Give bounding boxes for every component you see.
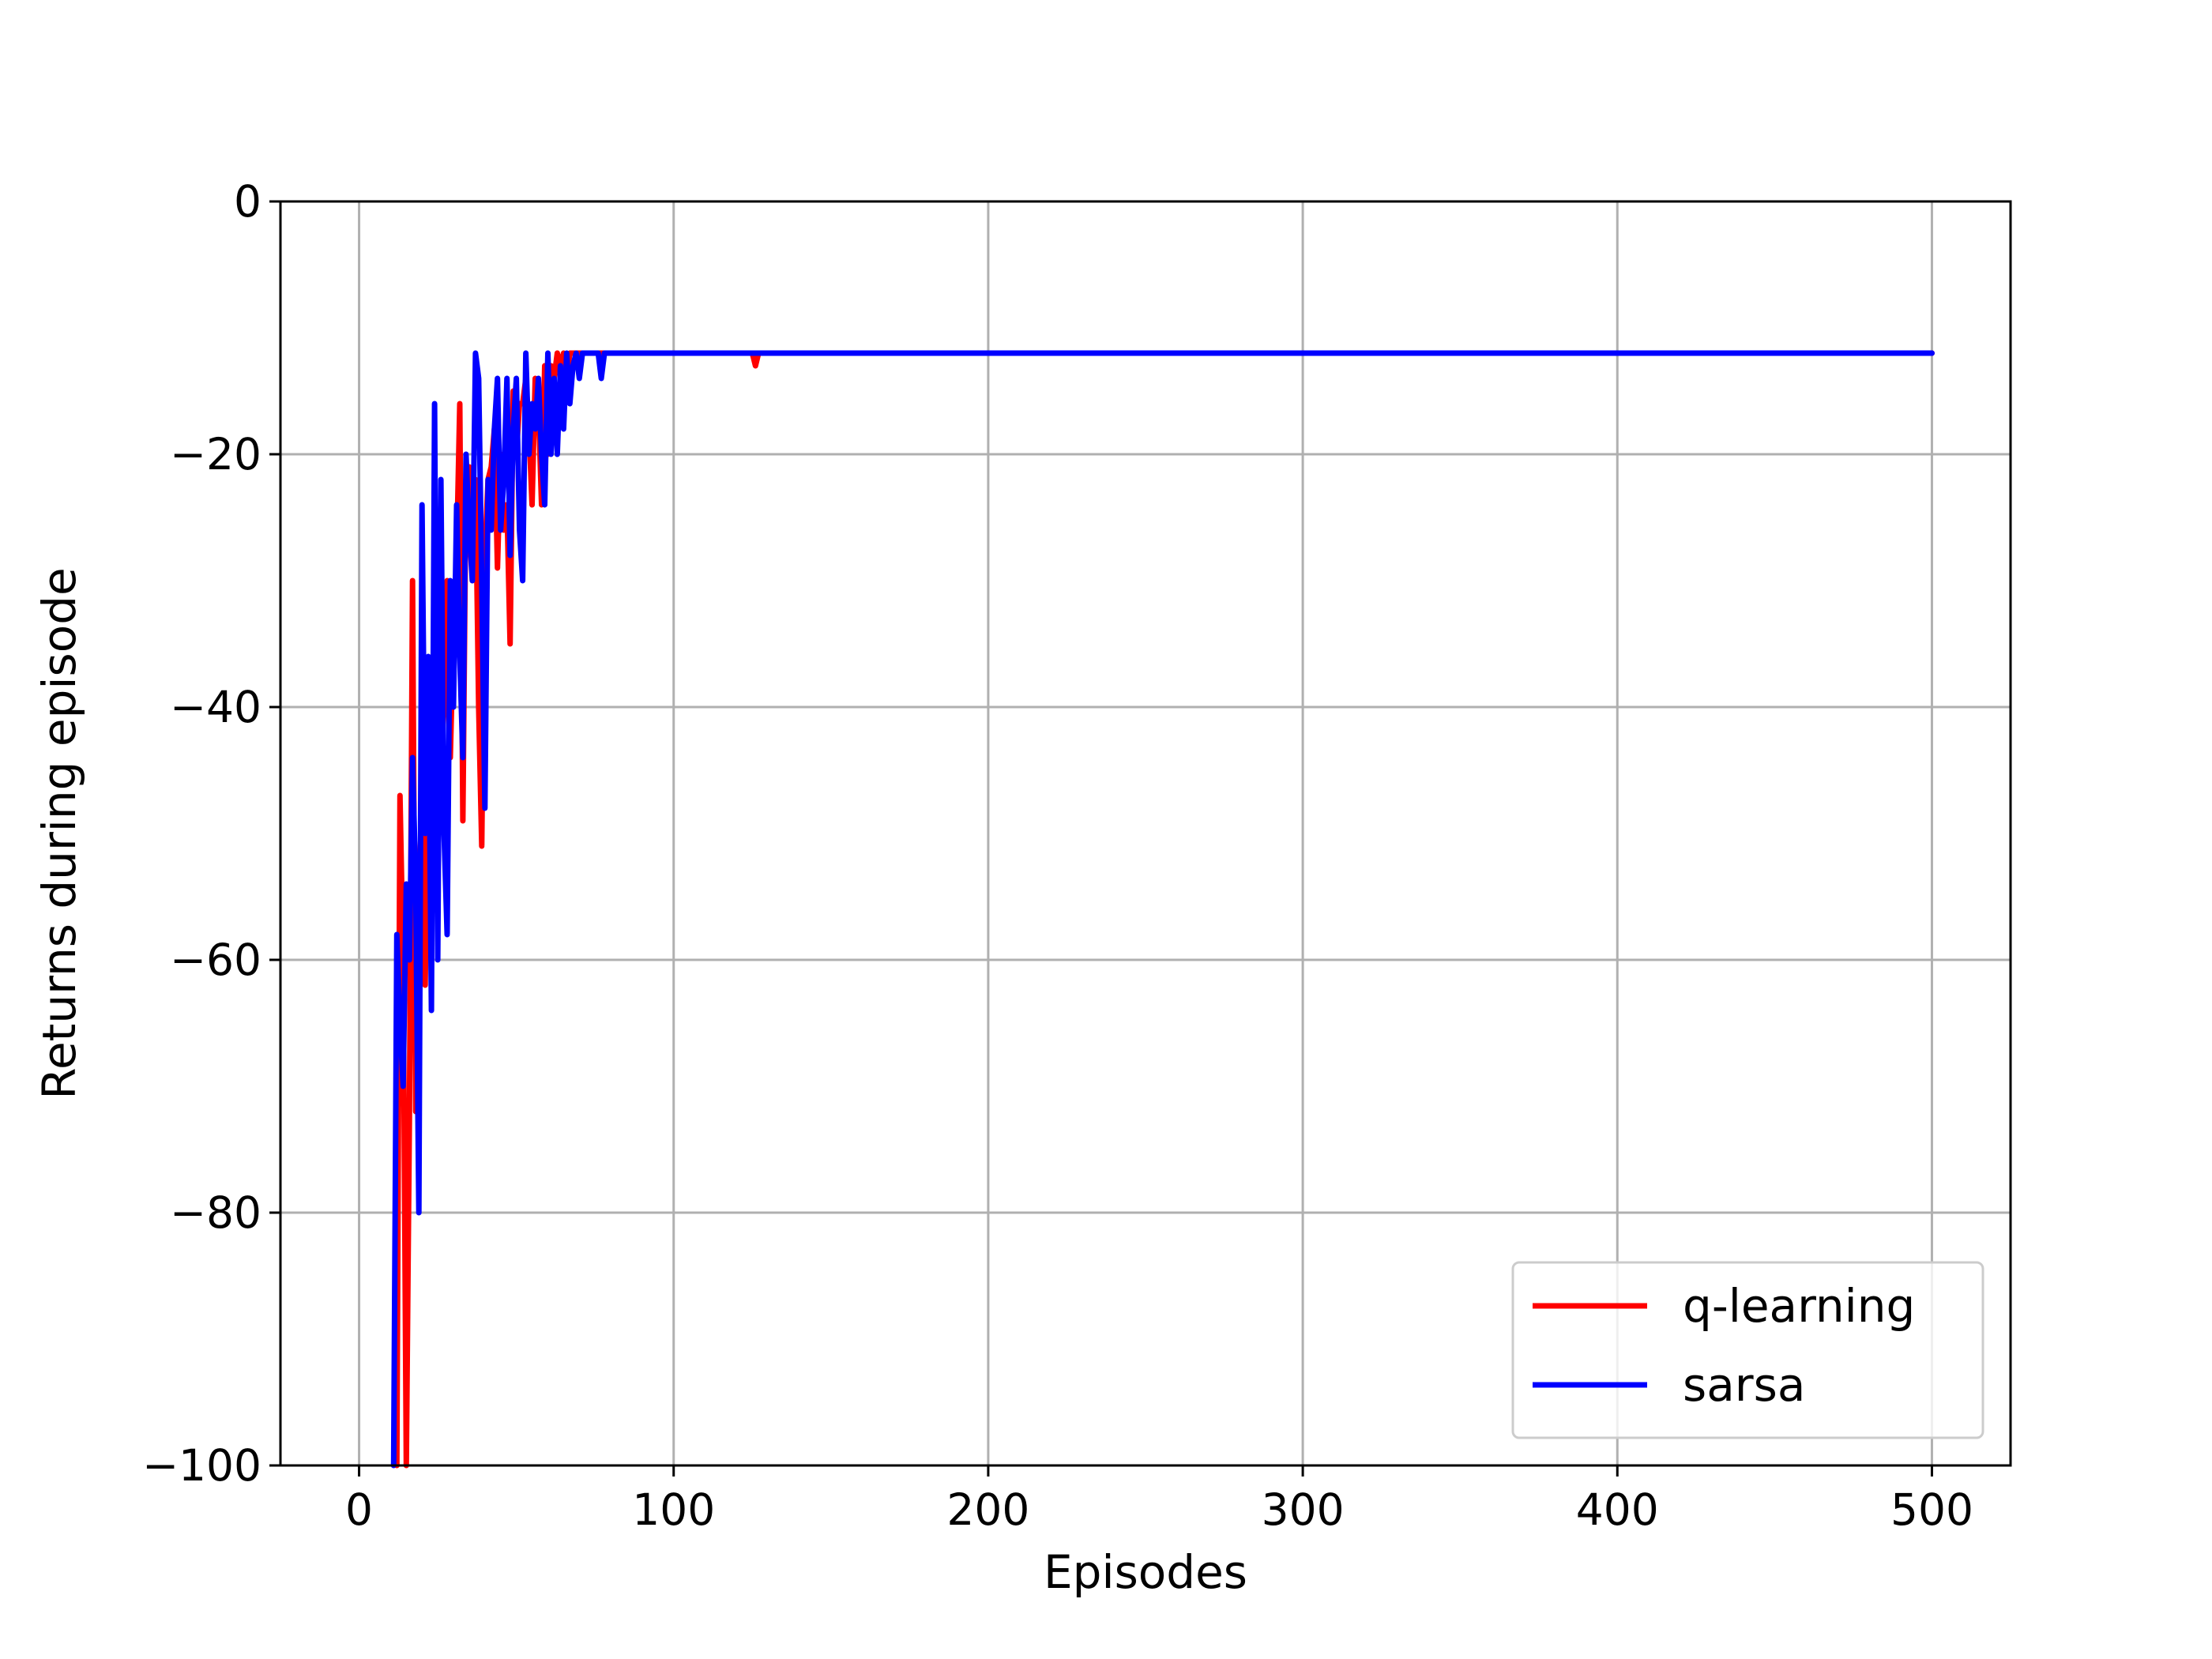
legend: q-learning sarsa [1511, 1261, 1984, 1439]
legend-label-q-learning: q-learning [1683, 1279, 1915, 1333]
plot-lines [390, 350, 1935, 1469]
x-tick-label: 300 [1262, 1484, 1345, 1535]
y-tick-label: −20 [170, 429, 261, 480]
y-tick-label: −100 [142, 1440, 261, 1491]
x-tick-label: 500 [1890, 1484, 1973, 1535]
x-axis-label: Episodes [1044, 1545, 1247, 1599]
legend-label-sarsa: sarsa [1683, 1358, 1805, 1412]
y-tick-label: −60 [170, 935, 261, 985]
y-axis-ticks: 0 −20 −40 −60 −80 −100 [142, 176, 280, 1491]
y-tick-label: −80 [170, 1187, 261, 1238]
x-tick-label: 0 [345, 1484, 373, 1535]
y-tick-label: −40 [170, 682, 261, 732]
x-tick-label: 400 [1576, 1484, 1659, 1535]
grid [280, 200, 2011, 1467]
series-line-sarsa [390, 350, 1935, 1469]
x-axis-ticks: 0 100 200 300 400 500 [345, 1465, 1973, 1535]
x-tick-label: 100 [632, 1484, 715, 1535]
y-tick-label: 0 [234, 176, 261, 227]
plot-frame [279, 200, 2012, 1467]
y-axis-label: Returns during episode [32, 567, 86, 1100]
x-tick-label: 200 [946, 1484, 1029, 1535]
